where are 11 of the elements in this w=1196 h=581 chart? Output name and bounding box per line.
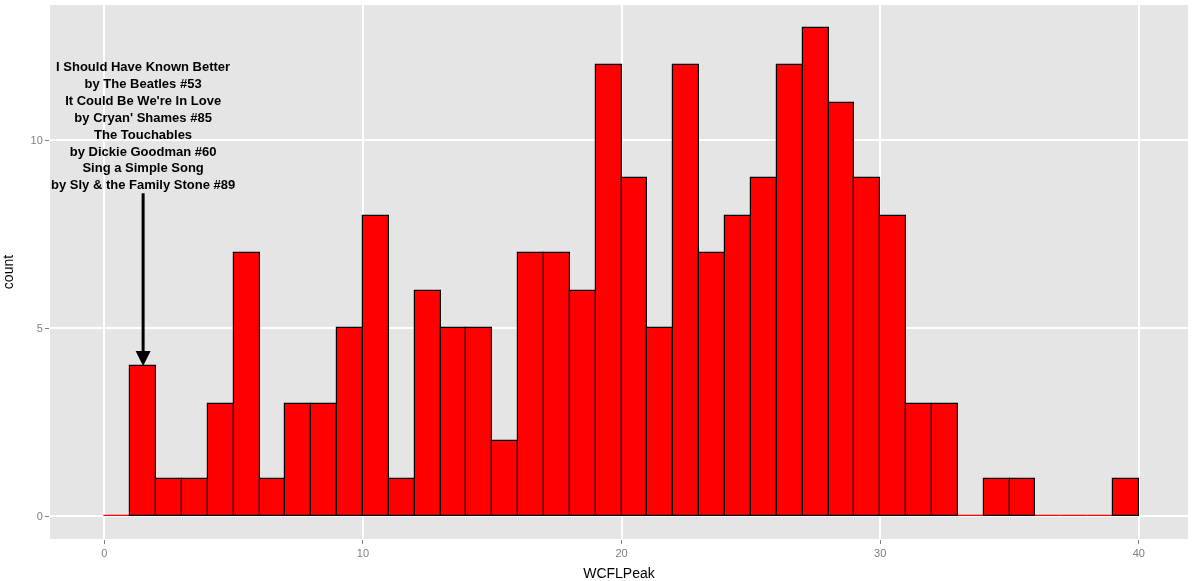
- x-tick-label: 10: [356, 547, 370, 560]
- x-tick-label: 40: [1132, 547, 1145, 560]
- y-axis-title: count: [0, 254, 16, 290]
- x-axis-title: WCFLPeak: [583, 565, 656, 581]
- y-tick-label: 10: [30, 134, 43, 147]
- y-tick-label: 0: [36, 510, 43, 523]
- y-tick-label: 5: [36, 322, 43, 335]
- x-tick-label: 20: [615, 547, 628, 560]
- x-tick-label: 0: [101, 547, 108, 560]
- x-tick-label: 30: [874, 547, 887, 560]
- annotation: I Should Have Known Better by The Beatles #53 It Could Be We're In Love by Cryan' Shames #85 The Touchables by Dickie Goodman #60 Sing a Simple Song by Sly & the Family Stone #89: [51, 59, 236, 193]
